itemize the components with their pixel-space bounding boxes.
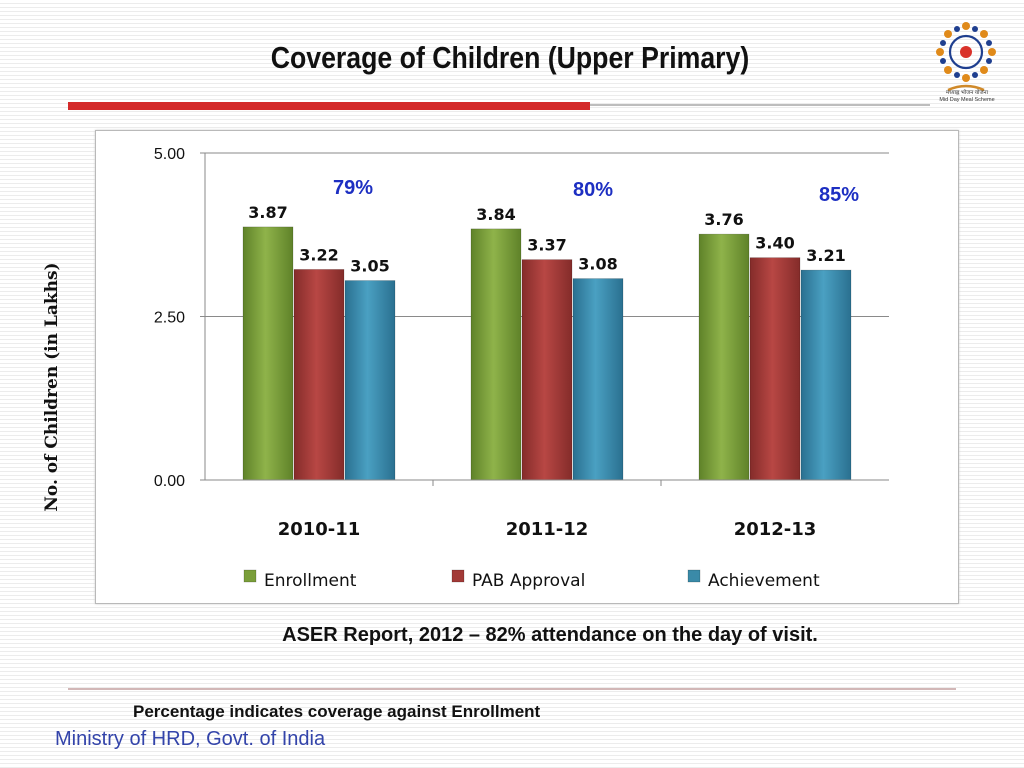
ministry-footer: Ministry of HRD, Govt. of India	[55, 728, 326, 750]
data-labels: 3.87 3.22 3.05 79% 3.84 3.37 3.08 80% 3.76 3.40 3.…	[248, 177, 859, 276]
bar-enrollment	[698, 233, 750, 481]
bar-achievement	[344, 280, 396, 481]
bottom-rule	[68, 688, 956, 690]
coverage-percentage: 85%	[819, 184, 859, 206]
x-category-label: 2010-11	[278, 519, 361, 540]
x-category-label: 2011-12	[506, 519, 589, 540]
title-rule	[68, 102, 590, 110]
bar-achievement	[572, 278, 624, 481]
coverage-percentage: 79%	[333, 177, 373, 199]
legend-label: Enrollment	[264, 571, 357, 591]
bar-value-label: 3.40	[755, 234, 794, 253]
title-rule-grey	[590, 104, 930, 106]
bar-value-label: 3.76	[704, 210, 743, 229]
logo-caption: मध्याह्न भोजन योजना Mid Day Meal Scheme	[926, 90, 1008, 104]
logo-caption-hindi: मध्याह्न भोजन योजना	[945, 90, 989, 96]
logo-caption-english: Mid Day Meal Scheme	[939, 97, 995, 103]
bar-pab-approval	[749, 257, 801, 481]
legend: Enrollment PAB Approval Achievement	[243, 569, 820, 591]
bar-value-label: 3.37	[527, 236, 566, 255]
bar-pab-approval	[293, 269, 345, 481]
y-tick-label: 2.50	[154, 310, 185, 327]
coverage-percentage: 80%	[573, 179, 613, 201]
bars	[242, 226, 852, 481]
legend-label: Achievement	[708, 571, 820, 591]
footnote: Percentage indicates coverage against En…	[133, 702, 541, 721]
bar-value-label: 3.21	[806, 246, 845, 265]
bar-value-label: 3.05	[350, 257, 389, 276]
legend-label: PAB Approval	[472, 571, 585, 591]
y-tick-label: 0.00	[154, 473, 185, 490]
source-note: ASER Report, 2012 – 82% attendance on th…	[282, 624, 818, 646]
bar-achievement	[800, 269, 852, 481]
bar-enrollment	[470, 228, 522, 481]
bar-pab-approval	[521, 259, 573, 481]
legend-swatch-pab-approval	[451, 569, 465, 583]
x-category-label: 2012-13	[734, 519, 817, 540]
bar-value-label: 3.87	[248, 203, 287, 222]
mid-day-meal-logo	[936, 22, 996, 92]
axes: 0.00 2.50 5.00 2010-11 2011-12 2012-13	[154, 146, 889, 540]
slide-title: Coverage of Children (Upper Primary)	[270, 40, 750, 75]
y-tick-label: 5.00	[154, 146, 185, 163]
legend-swatch-achievement	[687, 569, 701, 583]
legend-swatch-enrollment	[243, 569, 257, 583]
bar-value-label: 3.84	[476, 205, 515, 224]
bar-value-label: 3.22	[299, 245, 338, 264]
bar-enrollment	[242, 226, 294, 481]
bar-value-label: 3.08	[578, 255, 617, 274]
